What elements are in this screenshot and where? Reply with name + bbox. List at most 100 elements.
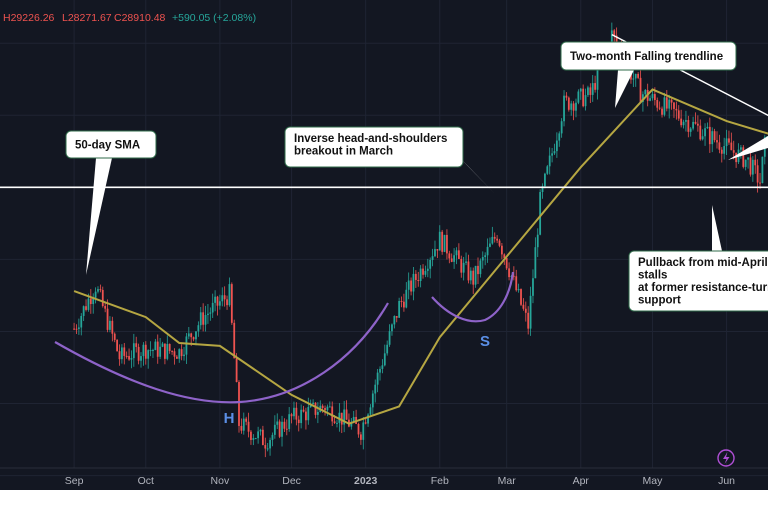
candle-body (560, 121, 563, 134)
candle-body (77, 327, 80, 329)
x-tick-label: 2023 (354, 475, 378, 487)
ohlc-close: C28910.48 (114, 12, 166, 24)
candle-body (751, 159, 754, 175)
candle-body (209, 312, 212, 314)
candle-body (221, 295, 224, 302)
candle-body (343, 409, 346, 425)
candle-body (359, 434, 362, 440)
candle-body (147, 350, 150, 359)
candle-body (216, 296, 219, 306)
candle-body (178, 349, 181, 359)
candle-body (97, 289, 99, 292)
candle-body (412, 273, 415, 292)
candle-body (756, 165, 759, 183)
candle-body (496, 238, 499, 241)
candle-body (455, 250, 458, 256)
candle-body (689, 128, 692, 132)
candle-body (615, 35, 618, 45)
candle-body (362, 422, 365, 440)
candle-body (713, 131, 716, 141)
candle-body (125, 355, 128, 357)
candle-body (350, 421, 353, 427)
candle-body (164, 343, 166, 359)
candle-body (515, 276, 518, 291)
candle-body (374, 384, 377, 394)
candle-body (759, 182, 761, 184)
callout-breakout: Inverse head-and-shoulders breakout in Ma… (284, 126, 494, 193)
callout-pointer (712, 205, 722, 251)
callout-box (65, 130, 157, 159)
candle-body (723, 146, 726, 154)
candle-body (388, 331, 391, 345)
candle-body (302, 409, 305, 412)
candle-body (591, 83, 594, 95)
candle-body (109, 320, 111, 330)
candle-body (529, 295, 532, 329)
candle-body (558, 133, 561, 141)
x-tick-label: Feb (431, 475, 449, 487)
callout-pointer (86, 158, 112, 275)
ohlc-change: +590.05 (+2.08%) (172, 12, 256, 24)
candle-body (259, 429, 262, 432)
candle-body (417, 279, 420, 281)
candle-body (395, 316, 398, 318)
candle-body (379, 368, 381, 373)
candle-body (80, 315, 83, 328)
callout-pointer (615, 70, 634, 108)
candle-body (297, 419, 300, 424)
candle-body (570, 103, 573, 110)
candle-body (336, 422, 338, 424)
bolt-icon[interactable] (717, 449, 735, 467)
candle-body (180, 349, 183, 357)
candle-body (407, 280, 410, 290)
candle-body (720, 149, 723, 154)
candle-body (183, 354, 185, 357)
candle-body (749, 157, 752, 175)
candle-body (252, 438, 255, 440)
candle-body (489, 243, 491, 247)
candle-body (300, 409, 303, 424)
candle-body (642, 94, 644, 103)
candle-body (116, 339, 119, 352)
annotation-text: 50-day SMA (75, 140, 140, 152)
candle-body (345, 409, 348, 420)
candlestick-series (73, 22, 768, 458)
candle-body (474, 265, 477, 285)
candle-body (410, 280, 412, 292)
candle-body (403, 301, 405, 308)
candle-body (75, 328, 78, 330)
candle-body (171, 350, 173, 352)
candle-body (503, 254, 506, 258)
candle-body (422, 268, 424, 275)
candle-body (118, 351, 121, 360)
callout-trendline: Two-month Falling trendline (560, 41, 737, 108)
candle-body (491, 236, 494, 244)
annotation-text: Two-month Falling trendline (570, 51, 723, 63)
candle-body (197, 325, 200, 332)
candle-body (226, 299, 228, 306)
ohlc-readout: H29226.26 L28271.67 C28910.48 +590.05 (+… (3, 12, 256, 24)
candle-body (536, 234, 539, 248)
candle-body (228, 284, 231, 306)
callout-pullback: Pullback from mid-April stalls at former r… (628, 205, 768, 312)
candle-body (276, 421, 279, 425)
candle-body (460, 258, 463, 273)
candle-body (290, 414, 293, 417)
candle-body (740, 147, 742, 150)
candle-body (242, 418, 245, 431)
candle-body (321, 405, 324, 408)
candle-body (278, 421, 281, 437)
candle-body (140, 356, 142, 361)
candle-body (524, 308, 527, 313)
candle-body (264, 445, 267, 449)
candle-body (565, 95, 568, 98)
candle-body (230, 284, 233, 323)
candle-body (687, 120, 690, 132)
candle-body (555, 140, 558, 152)
candle-body (367, 414, 369, 424)
candle-body (484, 255, 487, 258)
candle-body (725, 138, 728, 147)
candle-body (701, 136, 704, 140)
candle-body (465, 261, 467, 263)
